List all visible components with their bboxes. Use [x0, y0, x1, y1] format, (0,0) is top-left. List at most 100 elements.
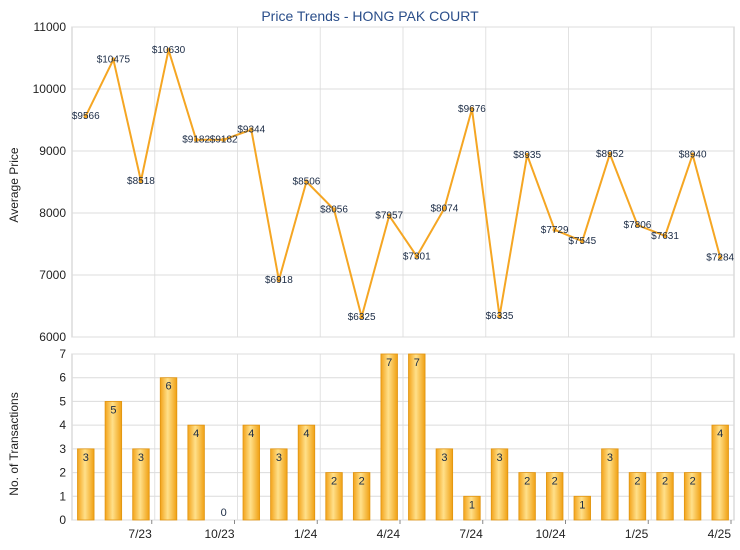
price-point	[166, 47, 171, 53]
price-data-label: $7284	[706, 252, 734, 263]
price-point	[469, 106, 475, 112]
transaction-bar	[601, 448, 619, 521]
price-data-label: $9182	[210, 135, 238, 146]
transaction-data-label: 3	[496, 452, 502, 464]
transaction-data-label: 3	[607, 452, 613, 464]
price-point	[138, 178, 144, 184]
price-point	[662, 233, 668, 239]
price-data-label: $8506	[293, 177, 321, 188]
price-data-label: $9344	[237, 125, 265, 136]
transaction-data-label: 2	[634, 476, 640, 488]
bottom-y-tick-label: 6	[59, 371, 66, 385]
top-y-tick-label: 7000	[39, 268, 66, 282]
transaction-bar	[352, 472, 371, 521]
price-data-label: $8056	[320, 205, 348, 216]
price-data-label: $10475	[97, 55, 131, 66]
transaction-bar	[187, 424, 205, 521]
x-tick-label: 1/25	[625, 527, 649, 541]
price-data-label: $8074	[430, 203, 458, 214]
top-y-tick-label: 11000	[34, 20, 67, 34]
price-data-label: $6325	[348, 312, 376, 323]
bottom-y-tick-label: 3	[59, 442, 66, 456]
transaction-data-label: 4	[303, 428, 309, 440]
transaction-data-label: 7	[386, 357, 392, 369]
top-y-tick-label: 9000	[39, 144, 66, 158]
price-point	[193, 137, 199, 142]
x-tick-label: 7/24	[459, 527, 483, 541]
transaction-data-label: 3	[138, 452, 144, 464]
price-point	[331, 207, 337, 212]
transaction-data-label: 7	[414, 357, 420, 369]
transaction-data-label: 2	[552, 476, 558, 488]
transaction-bar	[104, 401, 123, 521]
price-point	[83, 113, 88, 119]
bottom-y-tick-label: 2	[59, 466, 66, 480]
transaction-data-label: 6	[165, 381, 171, 393]
x-tick-label: 7/23	[128, 527, 152, 541]
transaction-data-label: 2	[662, 476, 668, 488]
price-data-label: $7631	[651, 231, 679, 242]
price-point	[552, 227, 557, 233]
x-tick-label: 4/24	[377, 527, 401, 541]
transaction-data-label: 2	[690, 476, 696, 488]
transaction-bar	[132, 448, 150, 521]
x-tick-label: 4/25	[708, 527, 732, 541]
transaction-bar	[77, 448, 95, 521]
transaction-data-label: 2	[359, 476, 365, 488]
price-point	[359, 314, 364, 320]
transaction-bar	[270, 448, 288, 521]
price-data-label: $8952	[596, 149, 624, 160]
price-point	[414, 254, 419, 259]
transaction-data-label: 1	[469, 499, 475, 511]
transaction-bar	[435, 448, 454, 521]
price-data-label: $7729	[541, 225, 569, 236]
price-series-line	[84, 48, 722, 318]
x-tick-label: 10/23	[204, 527, 234, 541]
transaction-bar	[573, 495, 591, 521]
transaction-bar	[490, 448, 509, 521]
price-point	[249, 127, 254, 132]
transaction-bar	[628, 472, 647, 521]
price-point	[524, 152, 530, 158]
price-point	[718, 255, 723, 260]
transaction-bar	[463, 495, 481, 521]
price-data-label: $6335	[486, 311, 514, 322]
price-data-label: $8940	[679, 150, 707, 161]
transaction-data-label: 0	[221, 507, 227, 519]
transaction-data-label: 3	[276, 452, 282, 464]
price-data-label: $8518	[127, 176, 155, 187]
bottom-y-tick-label: 0	[59, 513, 66, 527]
price-data-label: $7301	[403, 251, 431, 262]
top-y-axis-label: Average Price	[7, 147, 21, 222]
chart-title: Price Trends - HONG PAK COURT	[261, 8, 479, 24]
price-data-label: $10630	[152, 45, 186, 56]
transaction-data-label: 5	[110, 404, 116, 416]
price-point	[111, 57, 116, 62]
bottom-y-tick-label: 1	[59, 489, 66, 503]
top-y-tick-label: 10000	[33, 82, 67, 96]
transaction-data-label: 3	[441, 452, 447, 464]
transaction-bar	[242, 424, 260, 521]
transaction-data-label: 1	[579, 499, 585, 511]
price-point	[635, 222, 640, 228]
transaction-bar	[297, 424, 316, 521]
transaction-bar	[546, 472, 564, 521]
top-y-tick-label: 6000	[39, 330, 66, 344]
price-point	[690, 152, 695, 157]
transaction-bar	[325, 472, 343, 521]
transaction-bar	[380, 353, 398, 521]
price-data-label: $8935	[513, 150, 541, 161]
transaction-data-label: 3	[83, 452, 89, 464]
transaction-data-label: 4	[717, 428, 723, 440]
price-point	[387, 213, 392, 218]
x-tick-label: 1/24	[294, 527, 318, 541]
price-point	[442, 206, 447, 211]
bottom-y-tick-label: 7	[59, 347, 66, 361]
price-data-label: $9182	[182, 135, 210, 146]
price-data-label: $7806	[624, 220, 652, 231]
transaction-data-label: 4	[193, 428, 199, 440]
transaction-data-label: 2	[524, 476, 530, 488]
transaction-bar	[711, 424, 729, 521]
